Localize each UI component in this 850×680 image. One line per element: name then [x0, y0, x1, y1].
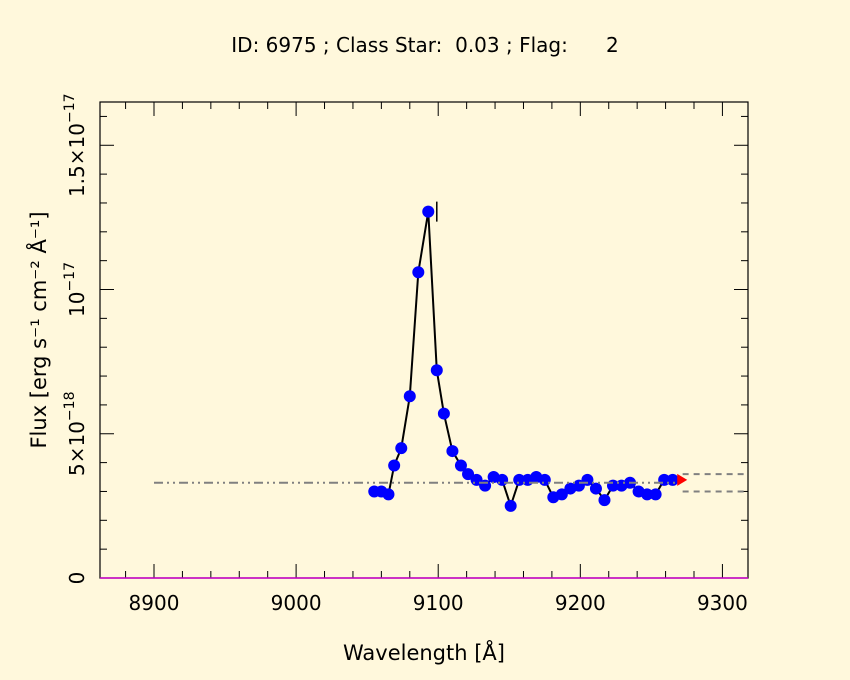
y-tick-label: 10−17 — [62, 262, 89, 317]
x-tick-label: 9300 — [697, 591, 748, 615]
flux-point — [581, 473, 594, 486]
flux-point — [641, 488, 654, 501]
flux-point — [454, 459, 467, 472]
y-tick-label: 0 — [65, 572, 89, 585]
series-layer — [100, 201, 748, 579]
flux-point — [504, 499, 517, 512]
flux-point — [496, 473, 509, 486]
x-tick-label: 9000 — [271, 591, 322, 615]
y-tick-labels: 0 5×10−18 10−17 1.5×10−17 — [62, 93, 89, 584]
plot-frame — [99, 101, 749, 579]
flux-point — [666, 473, 679, 486]
flux-point — [422, 205, 435, 218]
flux-point — [388, 459, 401, 472]
flux-point — [462, 468, 475, 481]
x-tick-label: 9100 — [413, 591, 464, 615]
flux-point — [513, 473, 526, 486]
y-axis-label: Flux [erg s⁻¹ cm⁻² Å⁻¹] — [25, 211, 51, 448]
flux-point — [437, 407, 450, 420]
flux-point — [589, 482, 602, 495]
flux-point — [446, 445, 459, 458]
x-tick-label: 8900 — [129, 591, 180, 615]
x-tick-label: 9200 — [555, 591, 606, 615]
flux-point — [395, 442, 408, 455]
x-axis-label: Wavelength [Å] — [343, 639, 505, 665]
flux-point — [555, 488, 568, 501]
flux-point — [649, 488, 662, 501]
flux-point — [403, 390, 416, 403]
red-marker — [677, 473, 688, 486]
chart-title: ID: 6975 ; Class Star: 0.03 ; Flag: 2 — [231, 33, 618, 57]
x-tick-labels: 8900 9000 9100 9200 9300 — [129, 591, 748, 615]
axis-ticks — [100, 102, 748, 579]
flux-point — [598, 494, 611, 507]
flux-point — [479, 479, 492, 492]
y-tick-label: 5×10−18 — [62, 392, 89, 476]
flux-point — [538, 473, 551, 486]
flux-point — [430, 364, 443, 377]
flux-point — [412, 266, 425, 279]
flux-line — [374, 211, 673, 510]
flux-point — [382, 488, 395, 501]
y-tick-label: 1.5×10−17 — [62, 93, 89, 197]
